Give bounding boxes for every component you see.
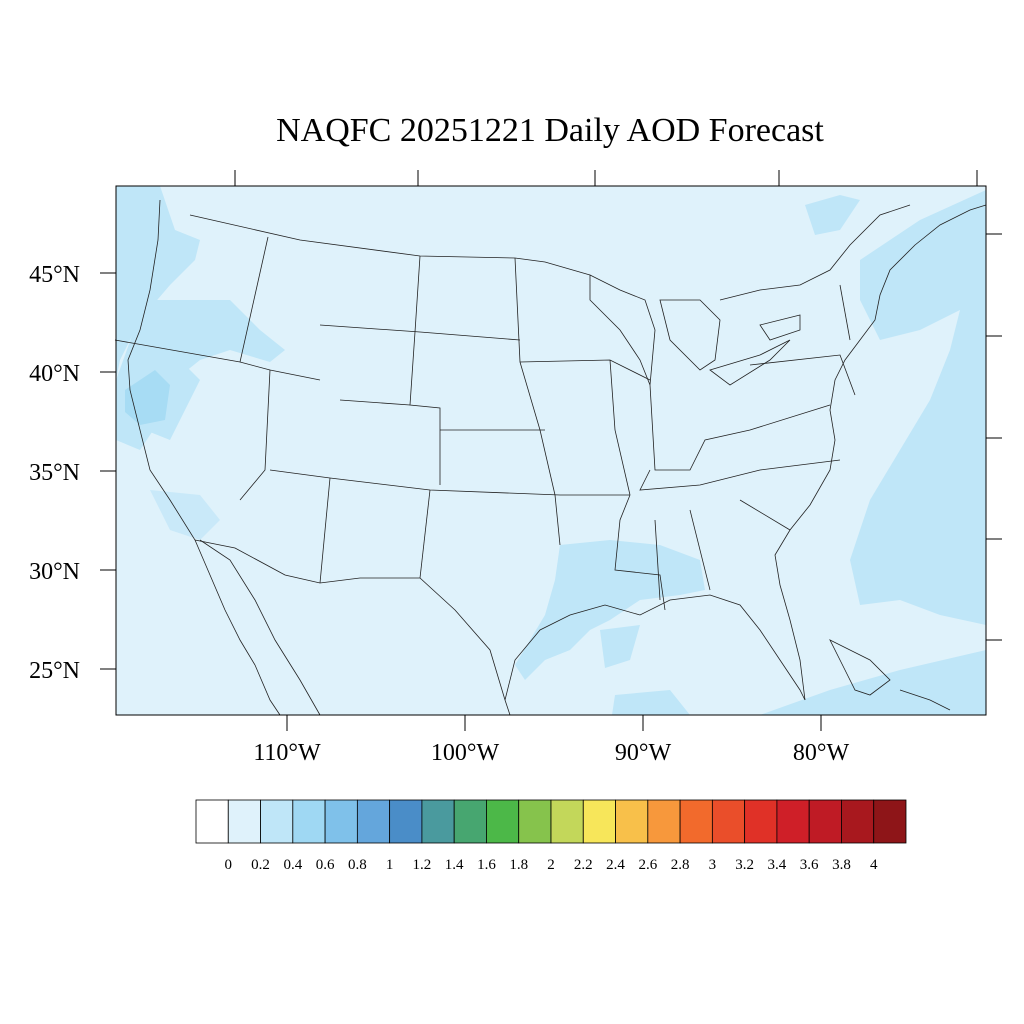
colorbar-label: 3.6 (800, 857, 819, 873)
lat-label-25: 25°N (29, 658, 80, 684)
colorbar-label: 0.8 (348, 857, 367, 873)
colorbar-label: 0.4 (283, 857, 302, 873)
colorbar-swatch (873, 799, 907, 844)
colorbar-swatch (195, 799, 229, 844)
map-panel (114, 185, 987, 716)
colorbar-label: 2.6 (638, 857, 657, 873)
right-ticks (986, 233, 1002, 641)
colorbar-swatch (453, 799, 487, 844)
colorbar-label: 3.8 (832, 857, 851, 873)
colorbar-label: 2.2 (574, 857, 593, 873)
colorbar-labels: 0 0.2 0.4 0.6 0.8 1 1.2 1.4 1.6 1.8 2 2.2 2.4 2.6 2.8 3… (225, 857, 878, 873)
left-ticks (100, 272, 116, 670)
colorbar-label: 3 (709, 857, 717, 873)
colorbar-label: 2.4 (606, 857, 625, 873)
colorbar-label: 0.2 (251, 857, 270, 873)
colorbar-swatch (744, 799, 778, 844)
lat-label-45: 45°N (29, 262, 80, 288)
colorbar-label: 1.2 (413, 857, 432, 873)
islands (829, 639, 951, 711)
colorbar-swatch (260, 799, 294, 844)
aod-shading-higher (125, 370, 170, 425)
coastlines-and-borders (114, 199, 987, 716)
bottom-ticks (286, 715, 822, 731)
colorbar-label: 3.4 (768, 857, 787, 873)
colorbar-label: 2.8 (671, 857, 690, 873)
colorbar-swatch (808, 799, 842, 844)
colorbar-swatch (615, 799, 649, 844)
colorbar-swatch (356, 799, 391, 844)
latitude-labels: 45°N 40°N 35°N 30°N 25°N (29, 262, 80, 684)
colorbar-swatch (518, 799, 552, 844)
colorbar-swatch (647, 799, 681, 844)
colorbar-label: 0 (225, 857, 233, 873)
colorbar-swatch (679, 799, 713, 844)
colorbar-swatch (292, 799, 326, 844)
colorbar-swatch (324, 799, 358, 844)
colorbar-swatch (550, 799, 584, 844)
lon-label-80w: 80°W (793, 740, 850, 766)
colorbar-label: 4 (870, 857, 878, 873)
lon-label-110w: 110°W (253, 740, 321, 766)
lat-label-40: 40°N (29, 361, 80, 387)
top-ticks (234, 170, 978, 186)
lon-label-100w: 100°W (431, 740, 500, 766)
colorbar (195, 799, 907, 844)
lat-label-35: 35°N (29, 460, 80, 486)
colorbar-swatch (389, 799, 423, 844)
colorbar-label: 0.6 (316, 857, 335, 873)
colorbar-label: 3.2 (735, 857, 754, 873)
colorbar-swatch (421, 799, 455, 844)
colorbar-swatch (711, 799, 746, 844)
colorbar-swatch (776, 799, 810, 844)
colorbar-swatch (841, 799, 875, 844)
lat-label-30: 30°N (29, 559, 80, 585)
colorbar-label: 1.4 (445, 857, 464, 873)
longitude-labels: 110°W 100°W 90°W 80°W (253, 740, 849, 766)
colorbar-label: 1.8 (509, 857, 528, 873)
lon-label-90w: 90°W (615, 740, 672, 766)
colorbar-swatch (486, 799, 520, 844)
colorbar-swatch (227, 799, 261, 844)
map-frame (115, 185, 987, 716)
map-title: NAQFC 20251221 Daily AOD Forecast (276, 112, 824, 149)
colorbar-label: 1 (386, 857, 394, 873)
colorbar-label: 2 (547, 857, 555, 873)
colorbar-label: 1.6 (477, 857, 496, 873)
colorbar-swatch (582, 799, 616, 844)
